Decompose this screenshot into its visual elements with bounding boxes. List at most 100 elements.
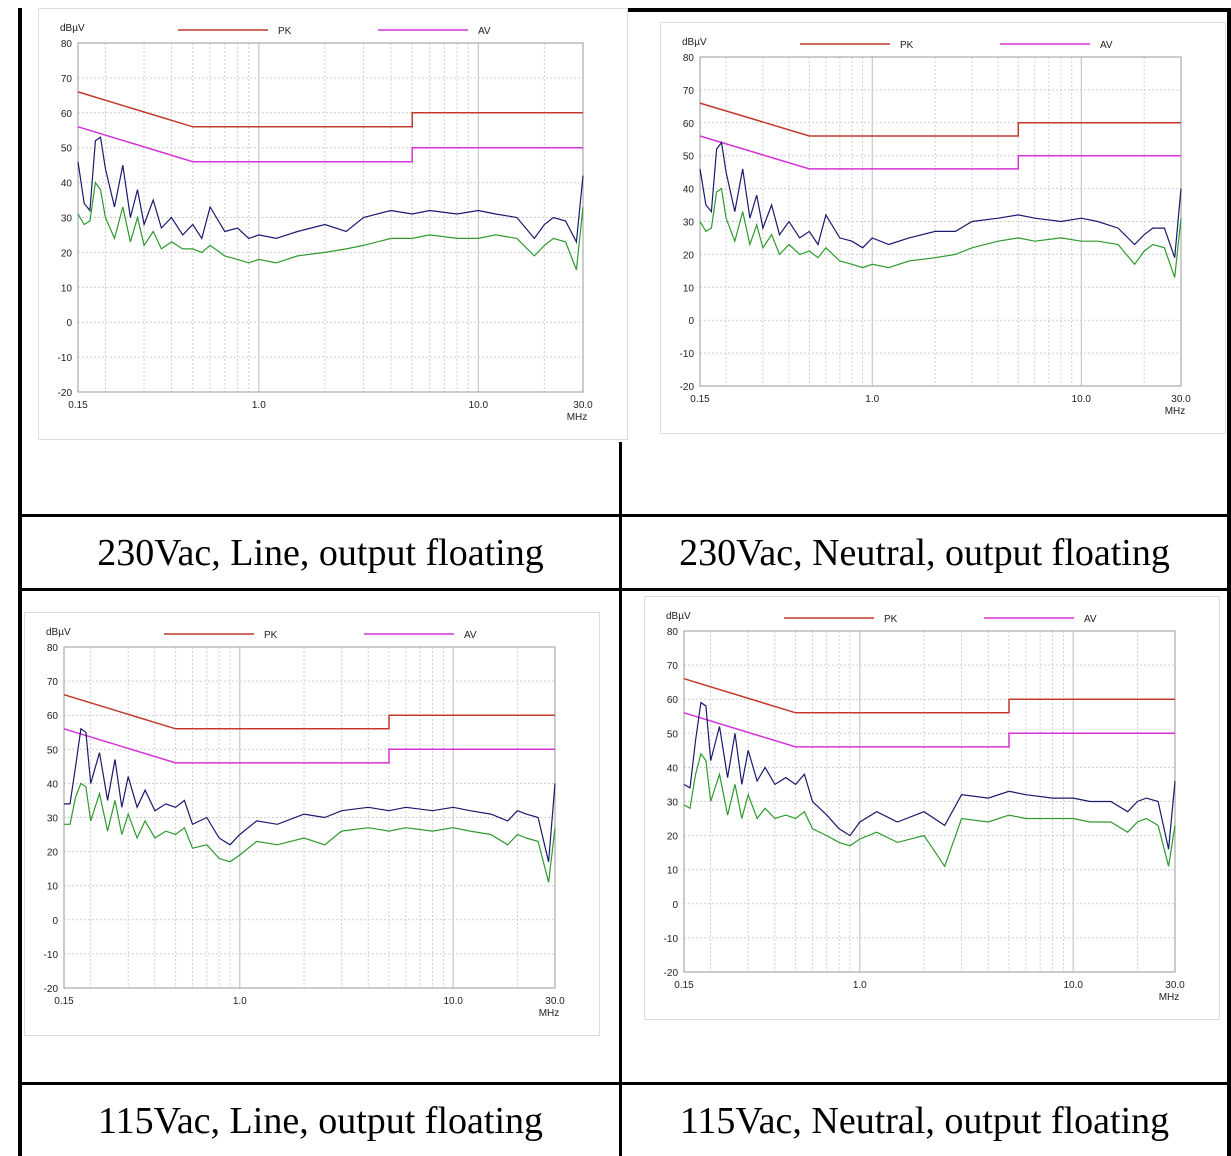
plot-area [63,646,556,989]
table-border-right [1227,8,1231,1156]
plot-area [683,630,1176,973]
y-tick-label: 50 [667,729,679,740]
y-tick-label: 60 [683,119,695,130]
x-axis-label: MHz [539,1008,560,1019]
legend-label: AV [1084,614,1097,625]
chart-230vac-line: 80 70 60 50 40 30 20 10 0 -10 -20 dBµV 0.15 1.0 10.0 30… [38,8,628,440]
legend-label: PK [278,26,292,37]
y-tick-label: 80 [61,39,73,50]
table-row-divider-2 [18,588,1231,591]
chart-svg: 80 70 60 50 40 30 20 10 0 -10 -20 dBµV 0.15 1.0 10.0 30… [660,22,1226,434]
y-tick-label: 20 [61,248,73,259]
table-row-divider-3 [18,1082,1231,1085]
y-tick-label: 40 [61,179,73,190]
legend-label: AV [1100,40,1113,51]
y-tick-label: 70 [683,86,695,97]
plot-area [77,42,584,393]
y-tick-label: -20 [680,382,695,393]
legend-label: PK [884,614,898,625]
average-trace-line [683,752,1176,868]
y-tick-label: -20 [58,388,73,399]
y-tick-label: 70 [47,677,59,688]
caption-115vac-neutral: 115Vac, Neutral, output floating [679,1099,1170,1142]
average-trace-line [77,181,584,271]
x-tick-label: 0.15 [690,394,710,405]
x-tick-label: 10.0 [469,400,489,411]
y-tick-label: 80 [683,53,695,64]
legend-label: AV [464,630,477,641]
peak-trace-line [77,136,584,244]
y-tick-label: -10 [664,934,679,945]
table-border-left [18,8,22,1156]
x-tick-label: 1.0 [252,400,266,411]
average-trace-line [64,782,556,883]
y-tick-label: 0 [688,316,694,327]
x-tick-label: 30.0 [1165,980,1185,991]
pk-limit-line [63,693,555,730]
x-tick-label: 0.15 [54,996,74,1007]
y-axis-label: dBµV [666,611,691,622]
y-tick-label: -10 [44,950,59,961]
y-tick-label: 50 [47,745,59,756]
x-axis-label: MHz [1159,992,1180,1003]
x-tick-label: 1.0 [233,996,247,1007]
y-tick-label: 20 [47,848,59,859]
x-tick-label: 1.0 [853,980,867,991]
chart-230vac-neutral: 80 70 60 50 40 30 20 10 0 -10 -20 dBµV 0.15 1.0 10.0 30… [660,22,1226,434]
y-tick-label: 40 [667,763,679,774]
av-limit-line [699,135,1181,170]
peak-trace-line [683,701,1176,850]
y-axis-label: dBµV [46,627,71,638]
y-tick-label: 10 [61,283,73,294]
y-tick-label: -20 [664,968,679,979]
y-tick-label: 0 [672,900,678,911]
x-tick-label: 10.0 [443,996,463,1007]
y-tick-label: 40 [47,779,59,790]
y-tick-label: 30 [61,214,73,225]
y-tick-label: 40 [683,185,695,196]
legend-label: PK [264,630,278,641]
pk-limit-line [683,677,1175,714]
x-tick-label: 0.15 [674,980,694,991]
table-border-top [628,8,1231,12]
chart-frame [644,596,1220,1020]
x-tick-label: 30.0 [545,996,565,1007]
chart-115vac-neutral: 80 70 60 50 40 30 20 10 0 -10 -20 dBµV 0.15 1.0 10.0 30… [644,596,1220,1020]
legend-label: PK [900,40,914,51]
pk-limit-line [699,102,1181,137]
caption-115vac-line: 115Vac, Line, output floating [98,1099,543,1142]
x-tick-label: 10.0 [1063,980,1083,991]
x-tick-label: 10.0 [1072,394,1092,405]
chart-svg: 80 70 60 50 40 30 20 10 0 -10 -20 dBµV 0.15 1.0 10.0 30… [38,8,628,440]
average-trace-line [699,187,1182,278]
chart-svg: 80 70 60 50 40 30 20 10 0 -10 -20 dBµV 0.15 1.0 10.0 30… [24,612,600,1036]
y-tick-label: 10 [47,882,59,893]
table-border-middle [619,442,622,1156]
chart-svg: 80 70 60 50 40 30 20 10 0 -10 -20 dBµV 0.15 1.0 10.0 30… [644,596,1220,1020]
av-limit-line [683,712,1175,748]
x-tick-label: 1.0 [865,394,879,405]
chart-frame [24,612,600,1036]
y-tick-label: 0 [52,916,58,927]
chart-frame [38,8,628,440]
x-tick-label: 30.0 [1171,394,1191,405]
x-tick-label: 0.15 [68,400,88,411]
y-tick-label: 80 [47,643,59,654]
caption-230vac-neutral: 230Vac, Neutral, output floating [679,531,1170,574]
y-tick-label: 80 [667,627,679,638]
chart-115vac-line: 80 70 60 50 40 30 20 10 0 -10 -20 dBµV 0.15 1.0 10.0 30… [24,612,600,1036]
y-tick-label: 10 [683,283,695,294]
y-tick-label: 50 [683,152,695,163]
y-tick-label: 10 [667,866,679,877]
y-tick-label: -20 [44,984,59,995]
y-tick-label: 60 [47,711,59,722]
y-tick-label: 60 [61,109,73,120]
x-axis-label: MHz [567,412,588,423]
x-tick-label: 30.0 [573,400,593,411]
y-tick-label: 30 [667,798,679,809]
x-axis-label: MHz [1165,406,1186,417]
pk-limit-line [77,91,583,128]
table-row-divider-1 [18,514,1231,517]
y-tick-label: 30 [683,218,695,229]
